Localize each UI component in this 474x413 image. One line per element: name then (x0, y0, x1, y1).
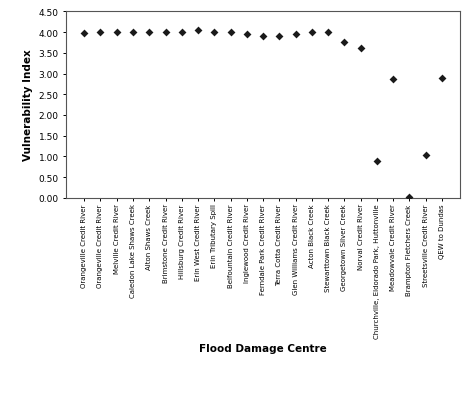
X-axis label: Flood Damage Centre: Flood Damage Centre (199, 344, 327, 354)
Point (210, 30, 218, 36)
Point (227, 30, 234, 36)
Point (113, 30, 120, 36)
Point (422, 153, 429, 159)
Point (324, 30, 332, 36)
Point (406, 194, 413, 201)
Point (97, 30, 104, 36)
Point (373, 159, 381, 165)
Point (81, 31, 88, 38)
Point (389, 76, 397, 83)
Point (308, 30, 316, 36)
Point (146, 30, 153, 36)
Point (243, 32, 251, 38)
Point (292, 32, 300, 38)
Point (357, 45, 365, 52)
Point (340, 40, 348, 47)
Point (438, 76, 446, 83)
Point (275, 34, 283, 40)
Y-axis label: Vulnerability Index: Vulnerability Index (23, 50, 33, 161)
Point (259, 34, 267, 40)
Point (162, 30, 169, 36)
Point (178, 30, 186, 36)
Point (194, 28, 202, 34)
Point (129, 30, 137, 36)
